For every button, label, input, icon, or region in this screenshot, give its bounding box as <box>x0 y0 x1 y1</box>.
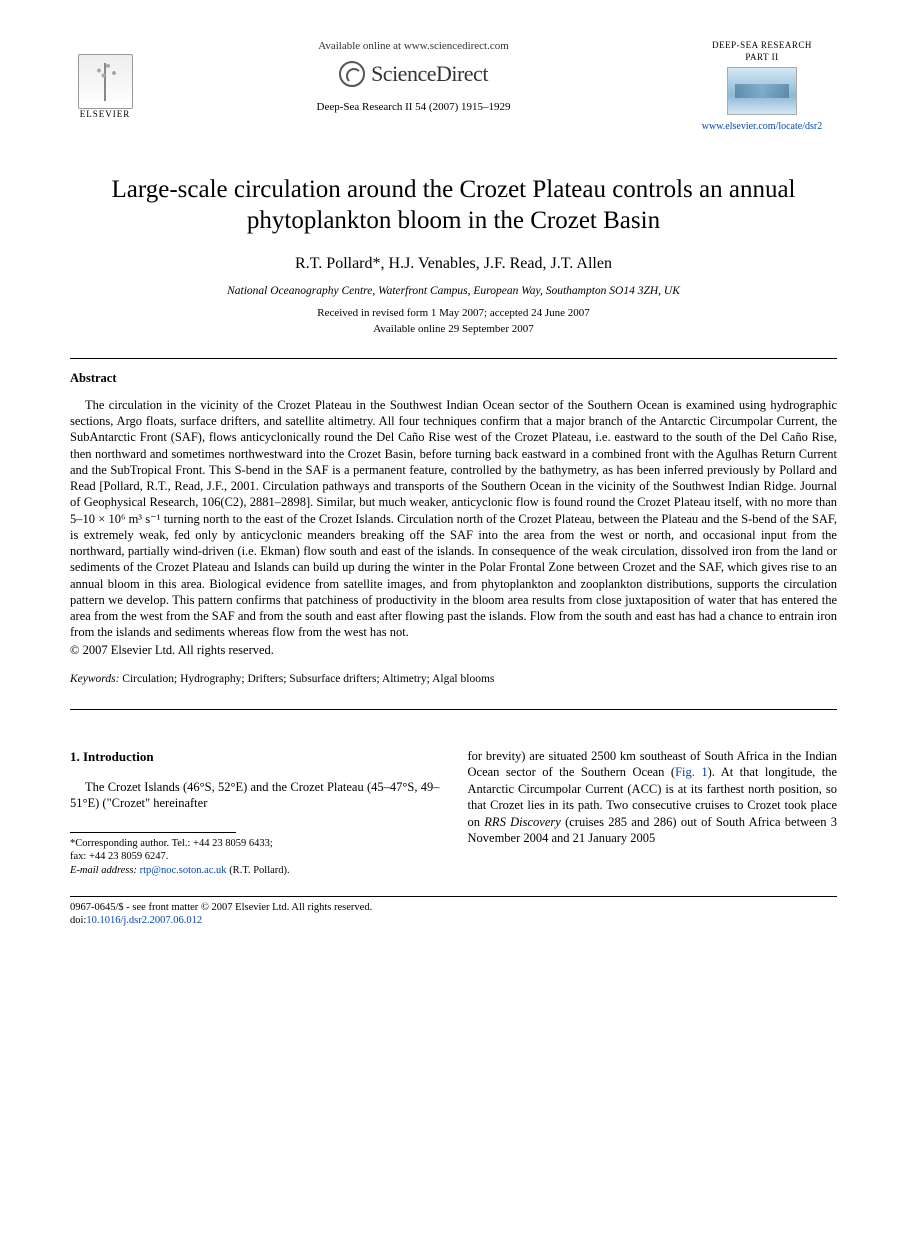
elsevier-tree-icon <box>78 54 133 109</box>
footnote-email-line: E-mail address: rtp@noc.soton.ac.uk (R.T… <box>70 864 440 878</box>
body-two-column: 1. Introduction The Crozet Islands (46°S… <box>70 748 837 878</box>
elsevier-logo: ELSEVIER <box>70 40 140 120</box>
abstract-top-rule <box>70 358 837 359</box>
issn-line: 0967-0645/$ - see front matter © 2007 El… <box>70 901 837 915</box>
footer-rule <box>70 896 837 897</box>
journal-name-line1: DEEP-SEA RESEARCH <box>687 40 837 52</box>
abstract-bottom-rule <box>70 709 837 710</box>
abstract-body: The circulation in the vicinity of the C… <box>70 397 837 641</box>
journal-badge: DEEP-SEA RESEARCH PART II www.elsevier.c… <box>687 40 837 134</box>
center-header: Available online at www.sciencedirect.co… <box>140 40 687 115</box>
sciencedirect-swirl-icon <box>339 61 365 87</box>
footnote-email-link[interactable]: rtp@noc.soton.ac.uk <box>140 865 227 876</box>
abstract-heading: Abstract <box>70 371 837 387</box>
journal-reference: Deep-Sea Research II 54 (2007) 1915–1929 <box>160 101 667 115</box>
sciencedirect-wordmark: ScienceDirect <box>371 60 488 88</box>
article-title: Large-scale circulation around the Croze… <box>90 174 817 237</box>
keywords-label: Keywords: <box>70 673 119 685</box>
affiliation: National Oceanography Centre, Waterfront… <box>70 284 837 298</box>
keywords-block: Keywords: Circulation; Hydrography; Drif… <box>70 672 837 686</box>
doi-label: doi: <box>70 915 86 926</box>
figure-1-link[interactable]: Fig. 1 <box>675 765 708 779</box>
elsevier-label: ELSEVIER <box>80 109 131 120</box>
footnote-separator <box>70 832 236 833</box>
copyright-line: © 2007 Elsevier Ltd. All rights reserved… <box>70 643 837 659</box>
available-online-date: Available online 29 September 2007 <box>70 323 837 337</box>
left-column: 1. Introduction The Crozet Islands (46°S… <box>70 748 440 878</box>
page-footer: 0967-0645/$ - see front matter © 2007 El… <box>70 901 837 928</box>
author-list: R.T. Pollard*, H.J. Venables, J.F. Read,… <box>70 254 837 274</box>
journal-cover-thumbnail-icon <box>727 67 797 115</box>
ship-name: RRS Discovery <box>484 815 561 829</box>
journal-homepage-link[interactable]: www.elsevier.com/locate/dsr2 <box>687 121 837 134</box>
introduction-heading: 1. Introduction <box>70 748 440 765</box>
intro-paragraph-right: for brevity) are situated 2500 km southe… <box>468 748 838 847</box>
doi-link[interactable]: 10.1016/j.dsr2.2007.06.012 <box>86 915 202 926</box>
corresponding-author-footnote: *Corresponding author. Tel.: +44 23 8059… <box>70 837 440 878</box>
available-online-text: Available online at www.sciencedirect.co… <box>160 40 667 54</box>
received-dates: Received in revised form 1 May 2007; acc… <box>70 307 837 321</box>
footnote-fax: fax: +44 23 8059 6247. <box>70 850 440 864</box>
sciencedirect-logo: ScienceDirect <box>160 60 667 88</box>
right-column: for brevity) are situated 2500 km southe… <box>468 748 838 878</box>
footnote-email-label: E-mail address: <box>70 865 137 876</box>
abstract-paragraph: The circulation in the vicinity of the C… <box>70 397 837 641</box>
intro-paragraph-left: The Crozet Islands (46°S, 52°E) and the … <box>70 779 440 812</box>
journal-name-line2: PART II <box>687 52 837 64</box>
doi-line: doi:10.1016/j.dsr2.2007.06.012 <box>70 914 837 928</box>
footnote-tel: *Corresponding author. Tel.: +44 23 8059… <box>70 837 440 851</box>
footnote-email-tail: (R.T. Pollard). <box>227 865 290 876</box>
page-header: ELSEVIER Available online at www.science… <box>70 40 837 134</box>
keywords-list: Circulation; Hydrography; Drifters; Subs… <box>119 673 494 685</box>
